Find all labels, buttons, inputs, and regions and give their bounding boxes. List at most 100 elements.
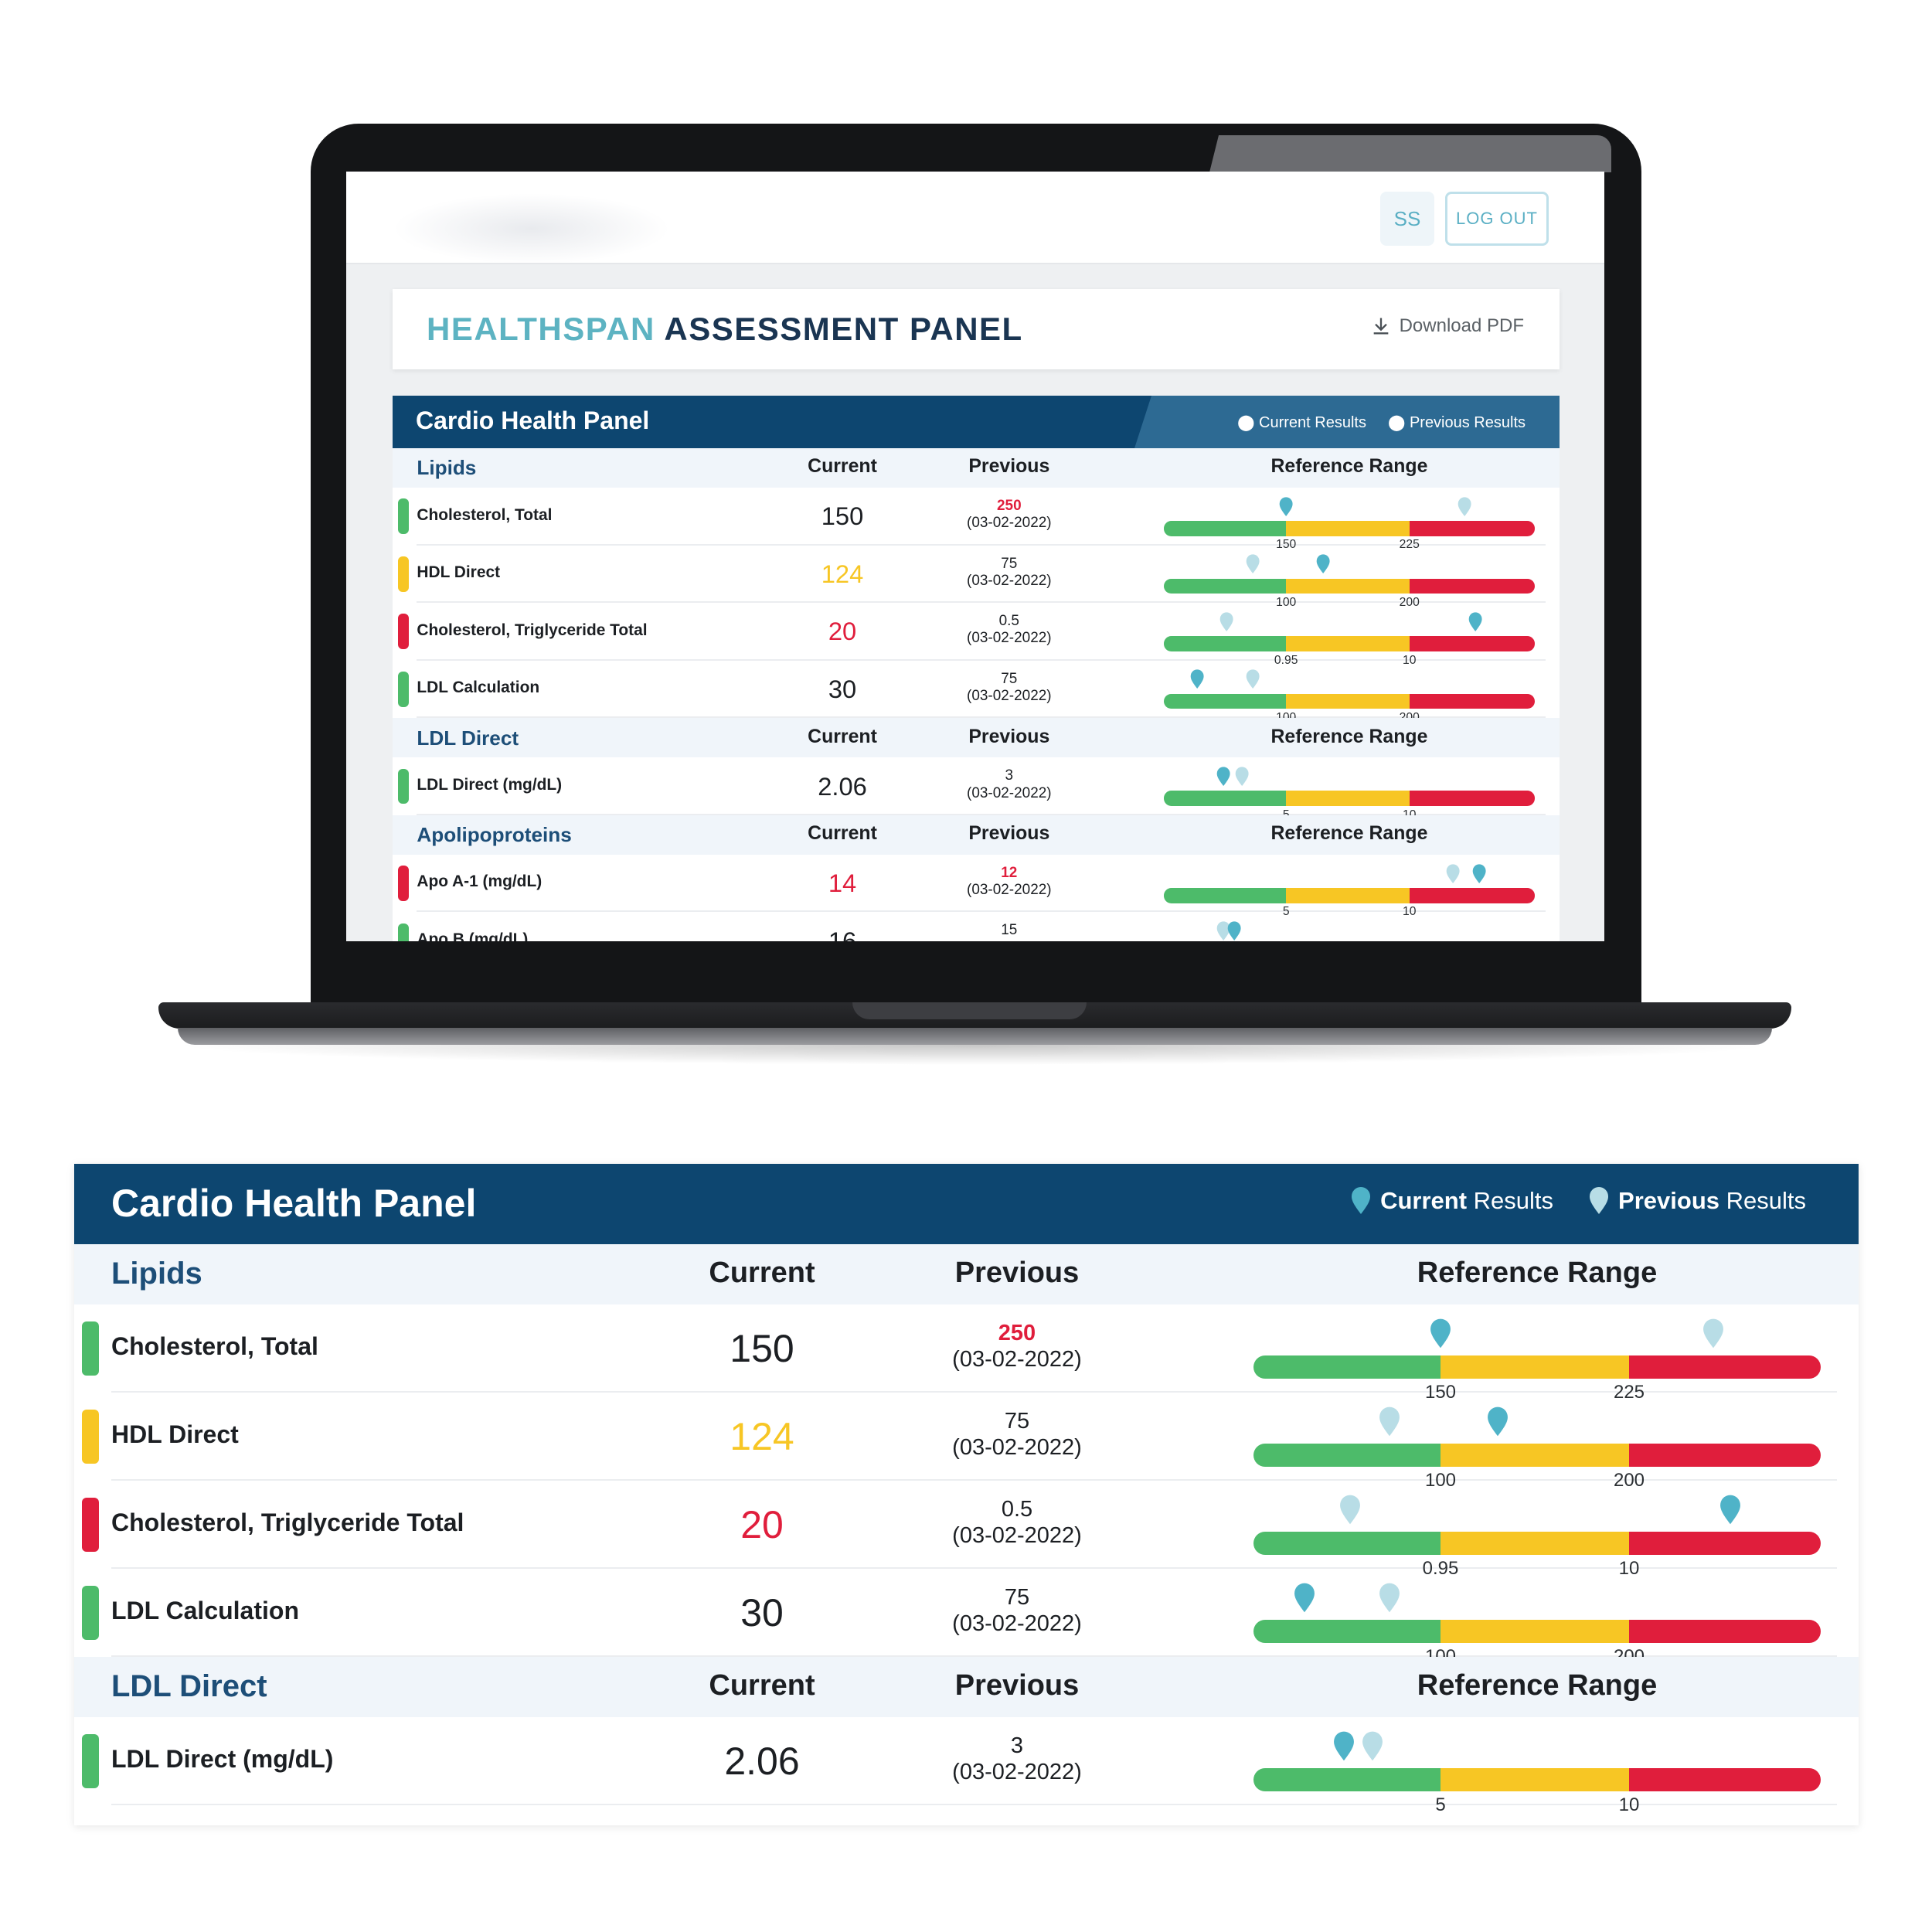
- range-tick-label: 5: [1282, 905, 1290, 919]
- range-yellow: [1440, 1355, 1629, 1379]
- status-flag: [397, 672, 409, 707]
- result-name: Cholesterol, Total: [417, 505, 553, 524]
- download-pdf-button[interactable]: Download PDF: [1370, 315, 1524, 337]
- column-header-range: Reference Range: [1270, 456, 1428, 478]
- previous-number: 75: [1001, 670, 1018, 687]
- range-red: [1629, 1620, 1821, 1643]
- title-card: HEALTHSPAN ASSESSMENT PANEL Download PDF: [393, 289, 1560, 369]
- previous-number: 250: [997, 498, 1022, 515]
- status-flag: [82, 1321, 99, 1376]
- column-header-previous: Previous: [954, 1669, 1080, 1702]
- status-flag: [82, 1734, 99, 1788]
- range-green: [1163, 887, 1287, 903]
- current-value: 16: [828, 926, 857, 941]
- reference-range-bar: [1163, 521, 1535, 536]
- previous-number: 0.5: [1001, 1497, 1033, 1522]
- previous-number: 250: [998, 1321, 1036, 1345]
- status-flag: [397, 614, 409, 650]
- column-header-range: Reference Range: [1417, 1257, 1658, 1289]
- screen-legend-current: ⬤ Current Results: [1237, 414, 1366, 431]
- previous-number: 3: [1010, 1733, 1024, 1758]
- current-value: 124: [821, 559, 864, 588]
- range-red: [1409, 887, 1535, 903]
- range-green: [1253, 1355, 1440, 1379]
- result-name: Apo A-1 (mg/dL): [417, 872, 543, 891]
- previous-date: (03-02-2022): [967, 687, 1052, 704]
- previous-value: 15(03-02-2022): [948, 922, 1070, 941]
- section-header: Lipids Current Previous Reference Range: [74, 1244, 1859, 1304]
- current-result-pin: [1719, 1495, 1741, 1526]
- status-flag: [82, 1410, 99, 1464]
- row-divider: [111, 1479, 1837, 1481]
- range-yellow: [1440, 1444, 1629, 1467]
- current-result-pin: [1216, 767, 1230, 787]
- table-row: Apo A-1 (mg/dL) 14 12 (03-02-2022) 5 10: [393, 855, 1560, 918]
- table-row: HDL Direct 124 75 (03-02-2022) 100 200: [393, 546, 1560, 609]
- result-name: Cholesterol, Total: [111, 1332, 318, 1360]
- blurred-logo: [393, 193, 671, 264]
- legend-current-suffix: Results: [1473, 1187, 1554, 1214]
- current-result-pin: [1487, 1406, 1509, 1437]
- range-red: [1629, 1444, 1821, 1467]
- current-result-pin: [1190, 669, 1204, 689]
- range-tick-label: 5: [1435, 1794, 1446, 1815]
- section-name: Lipids: [417, 456, 477, 480]
- result-name: LDL Direct (mg/dL): [111, 1745, 334, 1773]
- reference-range-bar: [1163, 578, 1535, 594]
- current-result-pin: [1316, 554, 1330, 574]
- table-row: HDL Direct 124 75 (03-02-2022) 100 200: [74, 1393, 1859, 1491]
- reference-range-bar: [1253, 1355, 1821, 1379]
- column-header-current: Current: [808, 726, 877, 747]
- current-result-pin: [1430, 1318, 1451, 1349]
- range-tick-label: 200: [1399, 595, 1420, 609]
- column-header-previous: Previous: [954, 1257, 1080, 1289]
- current-pin-icon: [1352, 1187, 1371, 1214]
- result-name: Apo B (mg/dL): [417, 930, 529, 941]
- previous-value: 250 (03-02-2022): [924, 1320, 1110, 1372]
- legend-previous: Previous Results: [1589, 1187, 1806, 1215]
- column-header-range: Reference Range: [1417, 1669, 1658, 1702]
- section-header: Lipids Current Previous Reference Range: [393, 448, 1560, 488]
- range-tick-label: 0.95: [1274, 653, 1298, 667]
- page-title: HEALTHSPAN ASSESSMENT PANEL: [427, 311, 1023, 348]
- previous-number: 15: [1001, 922, 1018, 939]
- screen-panel-title: Cardio Health Panel: [416, 406, 650, 434]
- section-header: LDL Direct Current Previous Reference Range: [74, 1657, 1859, 1717]
- range-tick-label: 225: [1613, 1382, 1645, 1403]
- previous-value: 75 (03-02-2022): [924, 1584, 1110, 1637]
- cardio-health-panel: Cardio Health Panel Current Results Prev…: [74, 1164, 1859, 1825]
- previous-result-pin: [1379, 1406, 1400, 1437]
- result-name: LDL Calculation: [417, 679, 540, 697]
- previous-date: (03-02-2022): [948, 940, 1070, 941]
- current-value: 30: [828, 674, 857, 703]
- range-yellow: [1440, 1768, 1629, 1791]
- current-result-pin: [1294, 1583, 1315, 1614]
- table-row: LDL Direct (mg/dL) 2.06 3(03-02-2022) 5 10: [74, 1717, 1859, 1815]
- range-tick-label: 0.95: [1422, 1558, 1459, 1579]
- previous-value: 0.5 (03-02-2022): [924, 1496, 1110, 1549]
- status-flag: [397, 923, 409, 941]
- row-divider: [417, 910, 1546, 913]
- range-tick-label: 10: [1403, 653, 1417, 667]
- previous-date: (03-02-2022): [967, 882, 1052, 899]
- previous-result-pin: [1235, 767, 1249, 787]
- table-row: Cholesterol, Total 150 250 (03-02-2022) 150 2…: [393, 488, 1560, 551]
- range-green: [1163, 578, 1287, 594]
- column-header-current: Current: [709, 1257, 815, 1289]
- table-row: Cholesterol, Total 150 250 (03-02-2022) 150 2…: [74, 1304, 1859, 1403]
- previous-value: 12 (03-02-2022): [948, 865, 1070, 899]
- status-flag: [82, 1498, 99, 1552]
- legend-previous-suffix: Results: [1726, 1187, 1806, 1214]
- previous-number: 12: [1001, 864, 1018, 881]
- status-flag: [82, 1586, 99, 1640]
- column-header-range: Reference Range: [1270, 823, 1428, 845]
- range-red: [1409, 693, 1535, 709]
- previous-date: (03-02-2022): [967, 515, 1052, 532]
- range-green: [1163, 791, 1287, 806]
- section-name: Lipids: [111, 1257, 202, 1291]
- column-header-current: Current: [808, 456, 877, 478]
- user-avatar-button[interactable]: SS: [1380, 192, 1434, 246]
- column-header-current: Current: [709, 1669, 815, 1702]
- logout-button[interactable]: LOG OUT: [1445, 192, 1549, 246]
